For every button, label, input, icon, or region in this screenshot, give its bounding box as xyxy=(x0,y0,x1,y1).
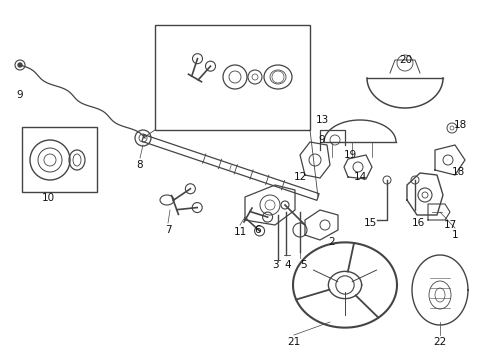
Text: 17: 17 xyxy=(443,220,457,230)
Text: 2: 2 xyxy=(329,237,335,247)
Text: 15: 15 xyxy=(364,218,377,228)
Text: 10: 10 xyxy=(42,193,54,203)
Text: 12: 12 xyxy=(294,172,307,182)
Text: 1: 1 xyxy=(452,230,458,240)
Text: 7: 7 xyxy=(165,225,172,235)
Text: 6: 6 xyxy=(255,225,261,235)
Text: 20: 20 xyxy=(399,55,413,65)
Text: 5: 5 xyxy=(300,260,306,270)
Text: 11: 11 xyxy=(233,227,246,237)
Text: 18: 18 xyxy=(451,167,465,177)
Text: 13: 13 xyxy=(316,115,329,125)
Text: 3: 3 xyxy=(271,260,278,270)
Text: 4: 4 xyxy=(285,260,292,270)
Bar xyxy=(155,25,310,130)
Text: 16: 16 xyxy=(412,218,425,228)
Text: 18: 18 xyxy=(453,120,466,130)
Text: 22: 22 xyxy=(433,337,446,347)
Text: 21: 21 xyxy=(287,337,301,347)
Text: 14: 14 xyxy=(353,172,367,182)
Text: 9: 9 xyxy=(17,90,24,100)
Text: 8: 8 xyxy=(137,160,143,170)
Bar xyxy=(22,127,97,192)
Circle shape xyxy=(18,63,22,67)
Text: 9: 9 xyxy=(318,135,325,145)
Text: 19: 19 xyxy=(343,150,357,160)
